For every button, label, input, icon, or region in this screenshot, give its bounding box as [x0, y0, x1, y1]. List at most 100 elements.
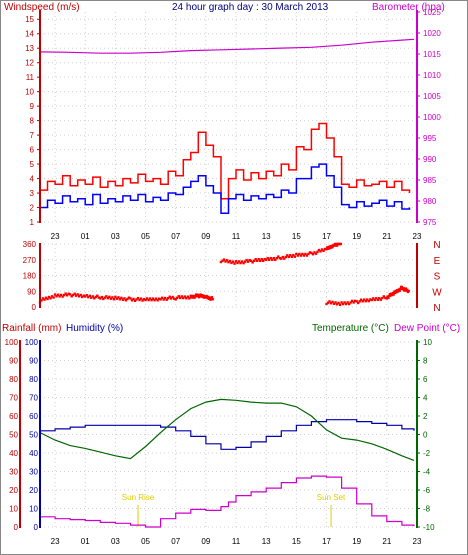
rainfall-tick-label: 10 — [9, 505, 18, 514]
wind-direction-point — [55, 295, 58, 298]
temperature-tick-label: 10 — [423, 338, 432, 347]
wind-direction-point — [205, 294, 208, 298]
wind-direction-point — [404, 287, 407, 290]
wind-direction-point — [40, 299, 43, 302]
humidity-tick-label: 20 — [29, 486, 38, 495]
wind-direction-point — [325, 248, 328, 251]
wind-direction-point — [284, 255, 288, 259]
wind-direction-point — [154, 297, 158, 300]
wind-direction-point — [350, 299, 354, 303]
wind-direction-point — [68, 293, 72, 296]
wind-direction-point — [111, 296, 114, 299]
wind-direction-point — [49, 297, 52, 300]
wind-average-line — [40, 163, 411, 215]
wind-direction-point — [58, 295, 61, 298]
wind-direction-point — [162, 298, 165, 301]
windspeed-tick-label: 15 — [25, 15, 34, 24]
windspeed-tick-label: 13 — [25, 44, 34, 53]
wind-direction-point — [168, 295, 171, 298]
wind-direction-point — [133, 299, 137, 302]
wind-direction-point — [329, 302, 333, 305]
hour-tick-label: 19 — [352, 537, 361, 546]
windspeed-tick-label: 7 — [30, 131, 35, 140]
wind-direction-point — [163, 296, 167, 300]
wind-direction-point — [145, 297, 149, 300]
wind-direction-point — [332, 302, 336, 305]
wind-direction-point — [81, 295, 84, 299]
wind-direction-point — [208, 296, 211, 299]
wind-direction-point — [334, 244, 337, 247]
wind-direction-point — [388, 293, 392, 296]
hour-tick-label: 13 — [262, 232, 271, 241]
wind-direction-point — [100, 295, 104, 299]
hour-tick-label: 07 — [171, 232, 180, 241]
wind-direction-point — [316, 250, 319, 254]
wind-direction-point — [340, 301, 343, 304]
wind-direction-point — [347, 302, 351, 306]
wind-direction-point — [99, 297, 102, 300]
wind-direction-point — [387, 294, 391, 298]
barometer-tick-label: 990 — [423, 155, 437, 164]
wind-direction-point — [400, 285, 404, 289]
wind-direction-point — [305, 254, 309, 257]
wind-direction-point — [271, 258, 274, 261]
wind-direction-point — [396, 290, 400, 293]
wind-direction-point — [398, 289, 401, 292]
wind-direction-point — [130, 299, 134, 302]
wind-direction-point — [326, 246, 329, 249]
hour-tick-label: 03 — [111, 537, 120, 546]
wind-direction-point — [343, 301, 346, 304]
windspeed-tick-label: 2 — [30, 204, 35, 213]
wind-direction-point — [188, 297, 191, 300]
wind-direction-point — [136, 296, 140, 300]
humidity-tick-label: 50 — [29, 431, 38, 440]
barometer-tick-label: 975 — [423, 218, 437, 227]
wind-direction-point — [334, 301, 337, 304]
wind-direction-point — [61, 295, 64, 298]
wind-direction-point — [197, 294, 200, 297]
wind-direction-point — [268, 258, 271, 261]
wind-direction-point — [332, 244, 336, 247]
wind-direction-point — [160, 296, 164, 300]
wind-direction-point — [148, 297, 152, 300]
wind-direction-point — [344, 302, 348, 306]
humidity-tick-label: 100 — [25, 338, 39, 347]
wind-direction-point — [328, 247, 331, 250]
wind-direction-point — [199, 293, 202, 296]
temperature-line — [39, 398, 415, 461]
hour-tick-label: 01 — [81, 537, 90, 546]
hour-tick-label: 19 — [352, 232, 361, 241]
wind-direction-point — [206, 295, 210, 299]
wind-direction-point — [65, 294, 69, 297]
windspeed-tick-label: 6 — [30, 146, 35, 155]
barometer-line — [39, 38, 415, 54]
wind-direction-point — [248, 259, 251, 262]
wind-direction-point — [293, 255, 297, 258]
windspeed-tick-label: 9 — [30, 102, 35, 111]
wind-direction-point — [41, 297, 45, 300]
wind-direction-point — [304, 252, 307, 256]
wind-direction-point — [364, 299, 367, 303]
wind-direction-point — [255, 259, 259, 262]
chart-title: 24 hour graph day : 30 March 2013 — [172, 2, 329, 13]
direction-tick-label: 0 — [32, 303, 37, 312]
wind-direction-point — [319, 250, 322, 253]
wind-direction-point — [201, 295, 205, 299]
wind-direction-point — [132, 297, 135, 301]
rainfall-tick-label: 60 — [9, 412, 18, 421]
wind-direction-point — [157, 297, 161, 300]
wind-direction-point — [115, 297, 119, 300]
wind-direction-point — [392, 293, 395, 296]
wind-direction-point — [237, 260, 241, 263]
wind-direction-point — [322, 249, 325, 253]
wind-direction-point — [373, 298, 376, 302]
humidity-tick-label: 80 — [29, 375, 38, 384]
wind-direction-point — [138, 298, 141, 302]
wind-direction-point — [242, 261, 245, 265]
hour-tick-label: 01 — [81, 232, 90, 241]
wind-direction-point — [135, 298, 138, 301]
temperature-tick-label: 8 — [423, 357, 428, 366]
wind-direction-point — [349, 301, 352, 304]
wind-direction-point — [290, 255, 294, 258]
wind-direction-point — [139, 297, 143, 300]
